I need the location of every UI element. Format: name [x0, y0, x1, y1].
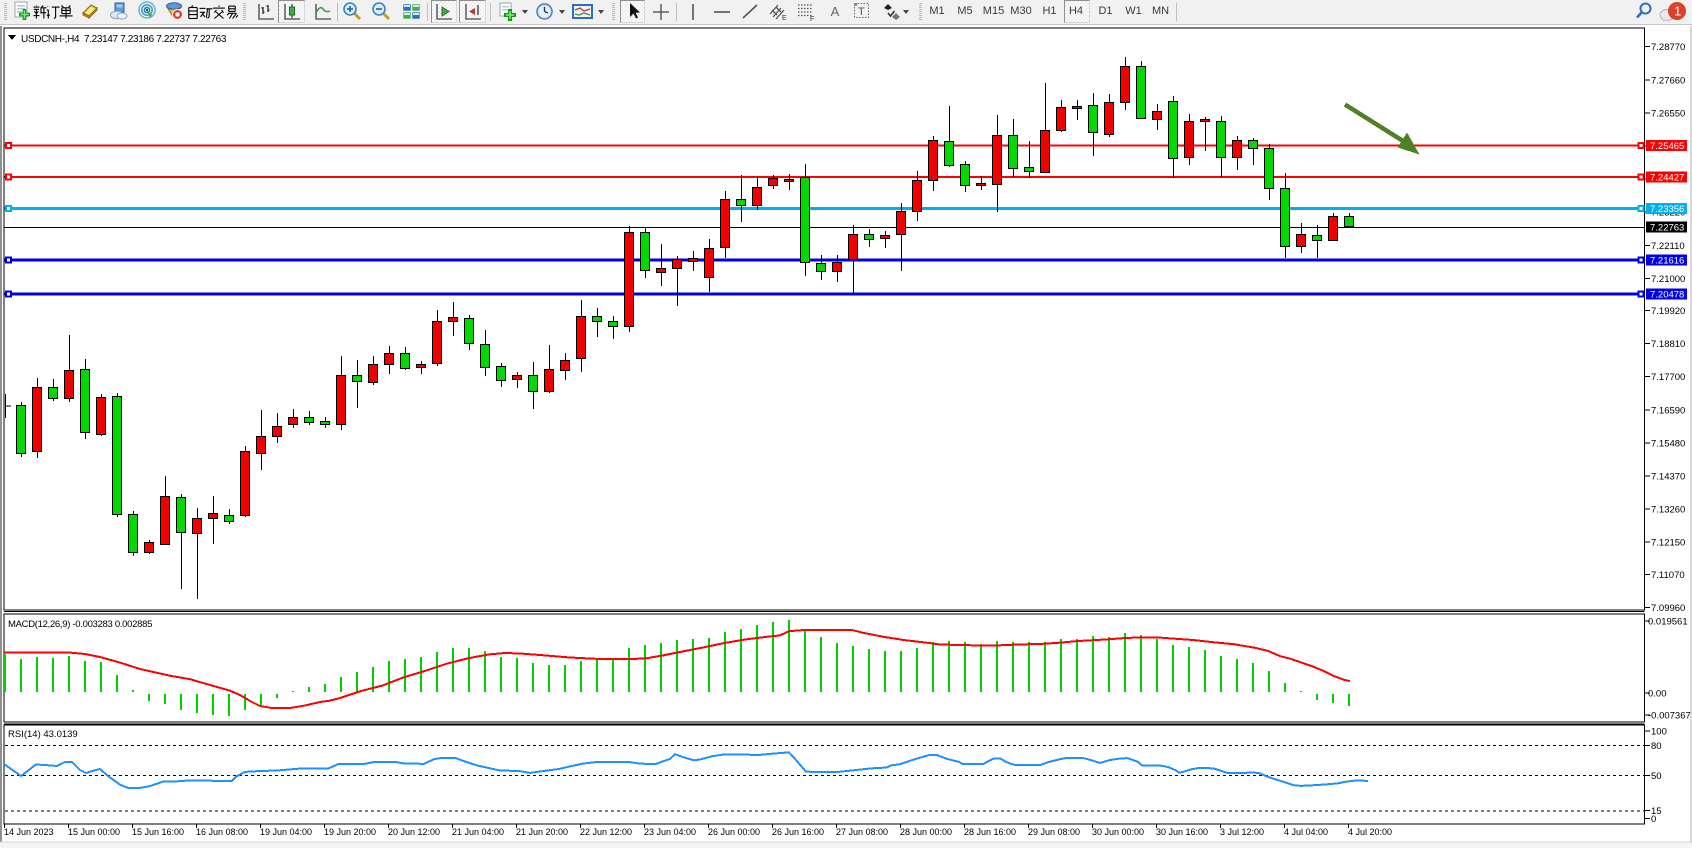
- svg-text:7.14370: 7.14370: [1651, 472, 1685, 483]
- svg-text:7.20478: 7.20478: [1650, 289, 1684, 300]
- svg-text:4 Jul 04:00: 4 Jul 04:00: [1284, 827, 1328, 837]
- svg-text:50: 50: [1651, 771, 1662, 782]
- svg-text:30 Jun 16:00: 30 Jun 16:00: [1156, 827, 1208, 837]
- svg-text:7.23356: 7.23356: [1650, 204, 1684, 215]
- svg-text:7.16590: 7.16590: [1651, 405, 1685, 416]
- svg-text:28 Jun 16:00: 28 Jun 16:00: [964, 827, 1016, 837]
- svg-text:19 Jun 20:00: 19 Jun 20:00: [324, 827, 376, 837]
- svg-text:USDCNH-,H4 7.23147 7.23186 7.: USDCNH-,H4 7.23147 7.23186 7.22737 7.227…: [21, 34, 227, 45]
- svg-text:28 Jun 00:00: 28 Jun 00:00: [900, 827, 952, 837]
- svg-text:7.17700: 7.17700: [1651, 372, 1685, 383]
- svg-text:-0.007367: -0.007367: [1648, 711, 1691, 722]
- svg-text:T: T: [858, 6, 865, 18]
- svg-text:0: 0: [1651, 814, 1656, 825]
- svg-text:7.22763: 7.22763: [1650, 223, 1684, 234]
- svg-text:7.12150: 7.12150: [1651, 538, 1685, 549]
- svg-text:15 Jun 00:00: 15 Jun 00:00: [68, 827, 120, 837]
- svg-text:15 Jun 16:00: 15 Jun 16:00: [132, 827, 184, 837]
- svg-text:7.18810: 7.18810: [1651, 339, 1685, 350]
- svg-text:16 Jun 08:00: 16 Jun 08:00: [196, 827, 248, 837]
- svg-text:3 Jul 12:00: 3 Jul 12:00: [1220, 827, 1264, 837]
- svg-text:100: 100: [1651, 727, 1667, 738]
- svg-text:7.15480: 7.15480: [1651, 438, 1685, 449]
- svg-text:7.27660: 7.27660: [1651, 75, 1685, 86]
- svg-text:0.00: 0.00: [1648, 689, 1667, 700]
- svg-text:26 Jun 16:00: 26 Jun 16:00: [772, 827, 824, 837]
- svg-text:7.19920: 7.19920: [1651, 306, 1685, 317]
- svg-text:23 Jun 04:00: 23 Jun 04:00: [644, 827, 696, 837]
- svg-text:22 Jun 12:00: 22 Jun 12:00: [580, 827, 632, 837]
- svg-text:26 Jun 00:00: 26 Jun 00:00: [708, 827, 760, 837]
- svg-text:19 Jun 04:00: 19 Jun 04:00: [260, 827, 312, 837]
- svg-text:7.21616: 7.21616: [1650, 256, 1684, 267]
- svg-text:RSI(14) 43.0139: RSI(14) 43.0139: [8, 729, 78, 740]
- svg-text:1: 1: [1674, 4, 1681, 19]
- svg-text:MACD(12,26,9) -0.003283 0.0028: MACD(12,26,9) -0.003283 0.002885: [8, 619, 152, 630]
- svg-text:7.22110: 7.22110: [1651, 241, 1685, 252]
- svg-text:29 Jun 08:00: 29 Jun 08:00: [1028, 827, 1080, 837]
- svg-text:21 Jun 20:00: 21 Jun 20:00: [516, 827, 568, 837]
- svg-text:7.26550: 7.26550: [1651, 108, 1685, 119]
- svg-text:30 Jun 00:00: 30 Jun 00:00: [1092, 827, 1144, 837]
- svg-text:7.28770: 7.28770: [1651, 42, 1685, 53]
- svg-text:F: F: [810, 16, 814, 23]
- svg-text:7.24427: 7.24427: [1650, 172, 1684, 183]
- svg-text:0.019561: 0.019561: [1648, 617, 1688, 628]
- svg-text:7.09960: 7.09960: [1651, 603, 1685, 614]
- svg-text:80: 80: [1651, 741, 1662, 752]
- svg-text:21 Jun 04:00: 21 Jun 04:00: [452, 827, 504, 837]
- svg-text:4 Jul 20:00: 4 Jul 20:00: [1348, 827, 1392, 837]
- svg-text:7.25465: 7.25465: [1650, 141, 1684, 152]
- svg-text:E: E: [782, 15, 787, 22]
- svg-text:7.13260: 7.13260: [1651, 505, 1685, 516]
- svg-text:27 Jun 08:00: 27 Jun 08:00: [836, 827, 888, 837]
- svg-text:7.11070: 7.11070: [1651, 570, 1685, 581]
- svg-text:14 Jun 2023: 14 Jun 2023: [4, 827, 54, 837]
- svg-text:20 Jun 12:00: 20 Jun 12:00: [388, 827, 440, 837]
- svg-text:15: 15: [1651, 806, 1662, 817]
- svg-text:7.21000: 7.21000: [1651, 274, 1685, 285]
